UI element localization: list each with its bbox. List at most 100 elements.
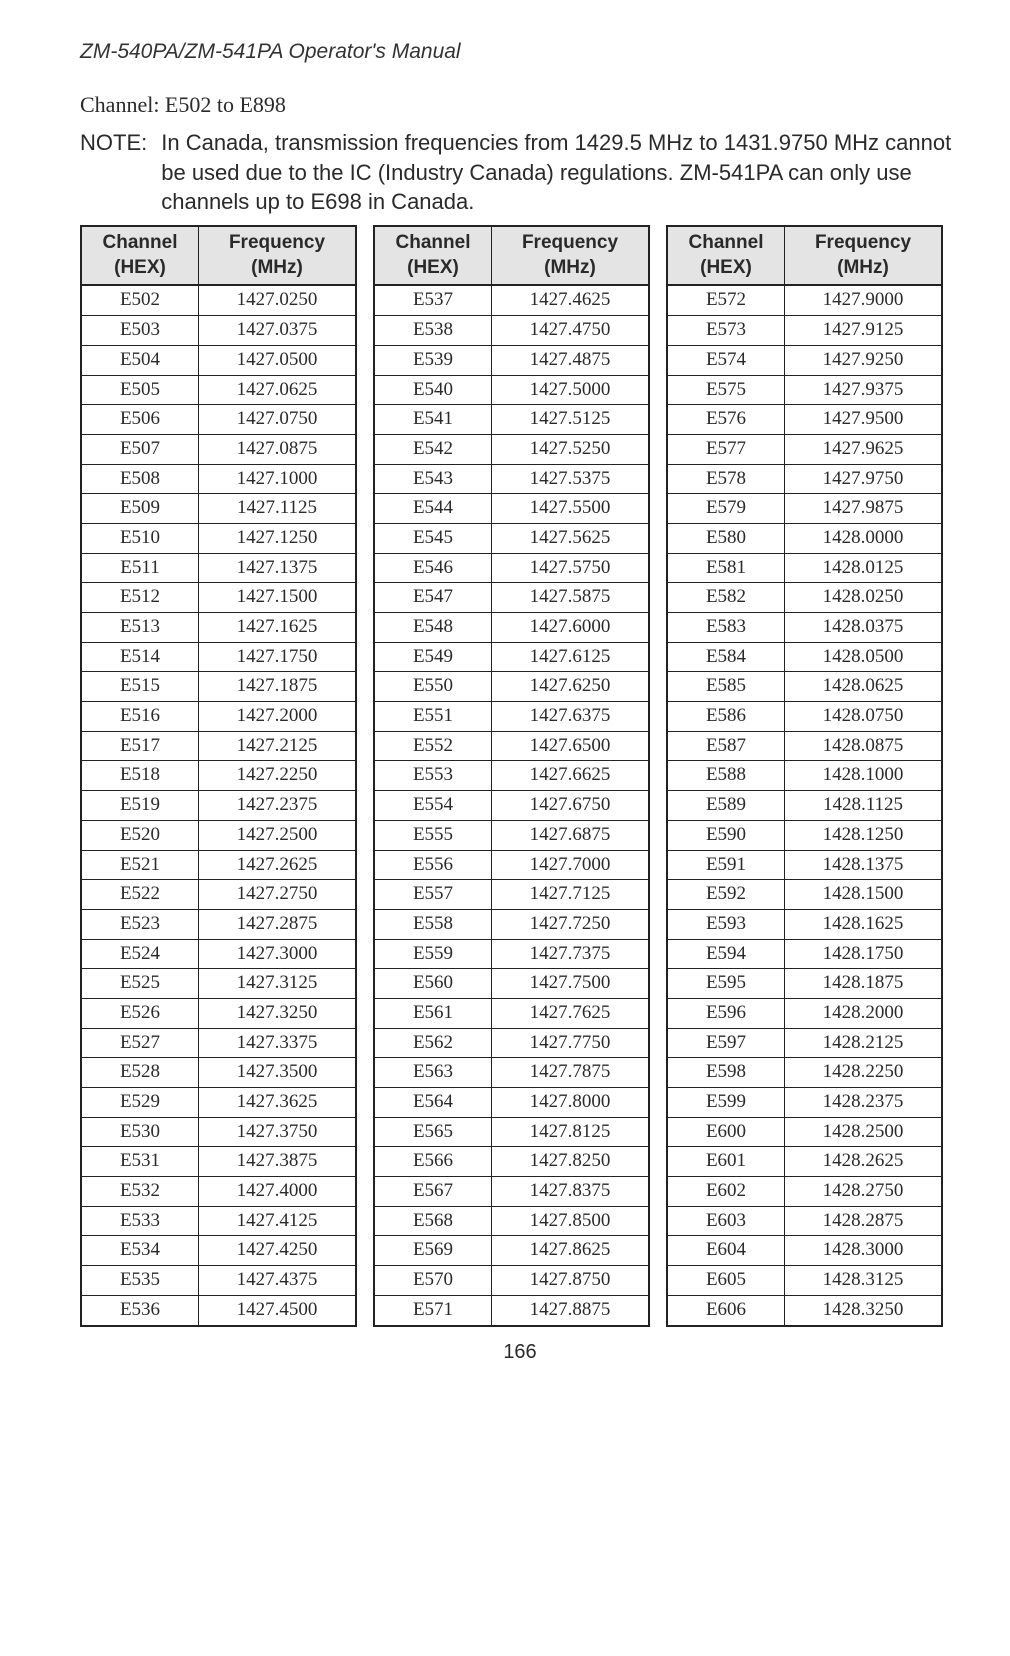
table-row: E5021427.0250 [81,285,356,315]
col-channel: Channel (HEX) [374,226,492,285]
table-row: E5801428.0000 [667,523,942,553]
cell-frequency: 1427.8375 [492,1177,650,1207]
cell-frequency: 1427.9375 [785,375,943,405]
table-row: E5991428.2375 [667,1088,942,1118]
table-row: E5061427.0750 [81,405,356,435]
cell-frequency: 1427.2125 [199,731,357,761]
table-row: E5191427.2375 [81,791,356,821]
table-row: E5591427.7375 [374,939,649,969]
cell-channel: E577 [667,434,785,464]
cell-channel: E541 [374,405,492,435]
cell-channel: E601 [667,1147,785,1177]
cell-frequency: 1427.0750 [199,405,357,435]
table-row: E5291427.3625 [81,1088,356,1118]
table-row: E5401427.5000 [374,375,649,405]
table-row: E5531427.6625 [374,761,649,791]
cell-channel: E563 [374,1058,492,1088]
cell-frequency: 1427.4250 [199,1236,357,1266]
cell-frequency: 1427.4125 [199,1206,357,1236]
table-row: E5491427.6125 [374,642,649,672]
cell-channel: E586 [667,702,785,732]
cell-channel: E525 [81,969,199,999]
table-row: E5511427.6375 [374,702,649,732]
table-row: E5941428.1750 [667,939,942,969]
cell-frequency: 1427.0250 [199,285,357,315]
cell-channel: E507 [81,434,199,464]
table-row: E5201427.2500 [81,820,356,850]
cell-channel: E542 [374,434,492,464]
cell-channel: E534 [81,1236,199,1266]
table-row: E5851428.0625 [667,672,942,702]
cell-frequency: 1428.2000 [785,998,943,1028]
cell-channel: E602 [667,1177,785,1207]
cell-frequency: 1428.0000 [785,523,943,553]
cell-channel: E572 [667,285,785,315]
cell-frequency: 1427.5000 [492,375,650,405]
cell-frequency: 1428.0125 [785,553,943,583]
cell-channel: E522 [81,880,199,910]
cell-frequency: 1427.9625 [785,434,943,464]
cell-channel: E516 [81,702,199,732]
cell-channel: E570 [374,1266,492,1296]
cell-frequency: 1427.6875 [492,820,650,850]
cell-frequency: 1428.1000 [785,761,943,791]
cell-channel: E537 [374,285,492,315]
table-row: E5221427.2750 [81,880,356,910]
cell-frequency: 1427.4375 [199,1266,357,1296]
table-row: E5971428.2125 [667,1028,942,1058]
cell-frequency: 1427.8625 [492,1236,650,1266]
table-row: E5211427.2625 [81,850,356,880]
cell-frequency: 1427.6625 [492,761,650,791]
cell-channel: E539 [374,345,492,375]
cell-frequency: 1428.3000 [785,1236,943,1266]
page-number: 166 [80,1341,960,1364]
table-row: E5341427.4250 [81,1236,356,1266]
cell-frequency: 1427.0875 [199,434,357,464]
cell-frequency: 1427.5375 [492,464,650,494]
cell-channel: E600 [667,1117,785,1147]
table-row: E5251427.3125 [81,969,356,999]
table-row: E5721427.9000 [667,285,942,315]
cell-frequency: 1427.5250 [492,434,650,464]
cell-channel: E513 [81,613,199,643]
cell-frequency: 1427.2375 [199,791,357,821]
cell-frequency: 1427.3125 [199,969,357,999]
cell-channel: E531 [81,1147,199,1177]
table-row: E5581427.7250 [374,909,649,939]
table-row: E5141427.1750 [81,642,356,672]
cell-frequency: 1427.6375 [492,702,650,732]
table-row: E5351427.4375 [81,1266,356,1296]
table-row: E5791427.9875 [667,494,942,524]
cell-frequency: 1428.1875 [785,969,943,999]
cell-channel: E509 [81,494,199,524]
table-row: E5821428.0250 [667,583,942,613]
cell-frequency: 1427.9500 [785,405,943,435]
channel-range-title: Channel: E502 to E898 [80,92,960,118]
table-row: E5091427.1125 [81,494,356,524]
cell-channel: E555 [374,820,492,850]
cell-frequency: 1428.2750 [785,1177,943,1207]
cell-frequency: 1428.3125 [785,1266,943,1296]
table-row: E5261427.3250 [81,998,356,1028]
table-row: E5861428.0750 [667,702,942,732]
table-row: E6001428.2500 [667,1117,942,1147]
table-row: E5451427.5625 [374,523,649,553]
cell-channel: E569 [374,1236,492,1266]
cell-frequency: 1427.7750 [492,1028,650,1058]
cell-channel: E528 [81,1058,199,1088]
cell-frequency: 1427.9250 [785,345,943,375]
cell-frequency: 1427.1375 [199,553,357,583]
table-row: E5441427.5500 [374,494,649,524]
cell-frequency: 1428.1250 [785,820,943,850]
table-row: E5981428.2250 [667,1058,942,1088]
cell-channel: E519 [81,791,199,821]
cell-channel: E506 [81,405,199,435]
col-frequency: Frequency (MHz) [492,226,650,285]
cell-frequency: 1427.1000 [199,464,357,494]
cell-channel: E559 [374,939,492,969]
cell-frequency: 1427.5750 [492,553,650,583]
table-row: E5921428.1500 [667,880,942,910]
cell-channel: E533 [81,1206,199,1236]
table-row: E5391427.4875 [374,345,649,375]
table-row: E5871428.0875 [667,731,942,761]
